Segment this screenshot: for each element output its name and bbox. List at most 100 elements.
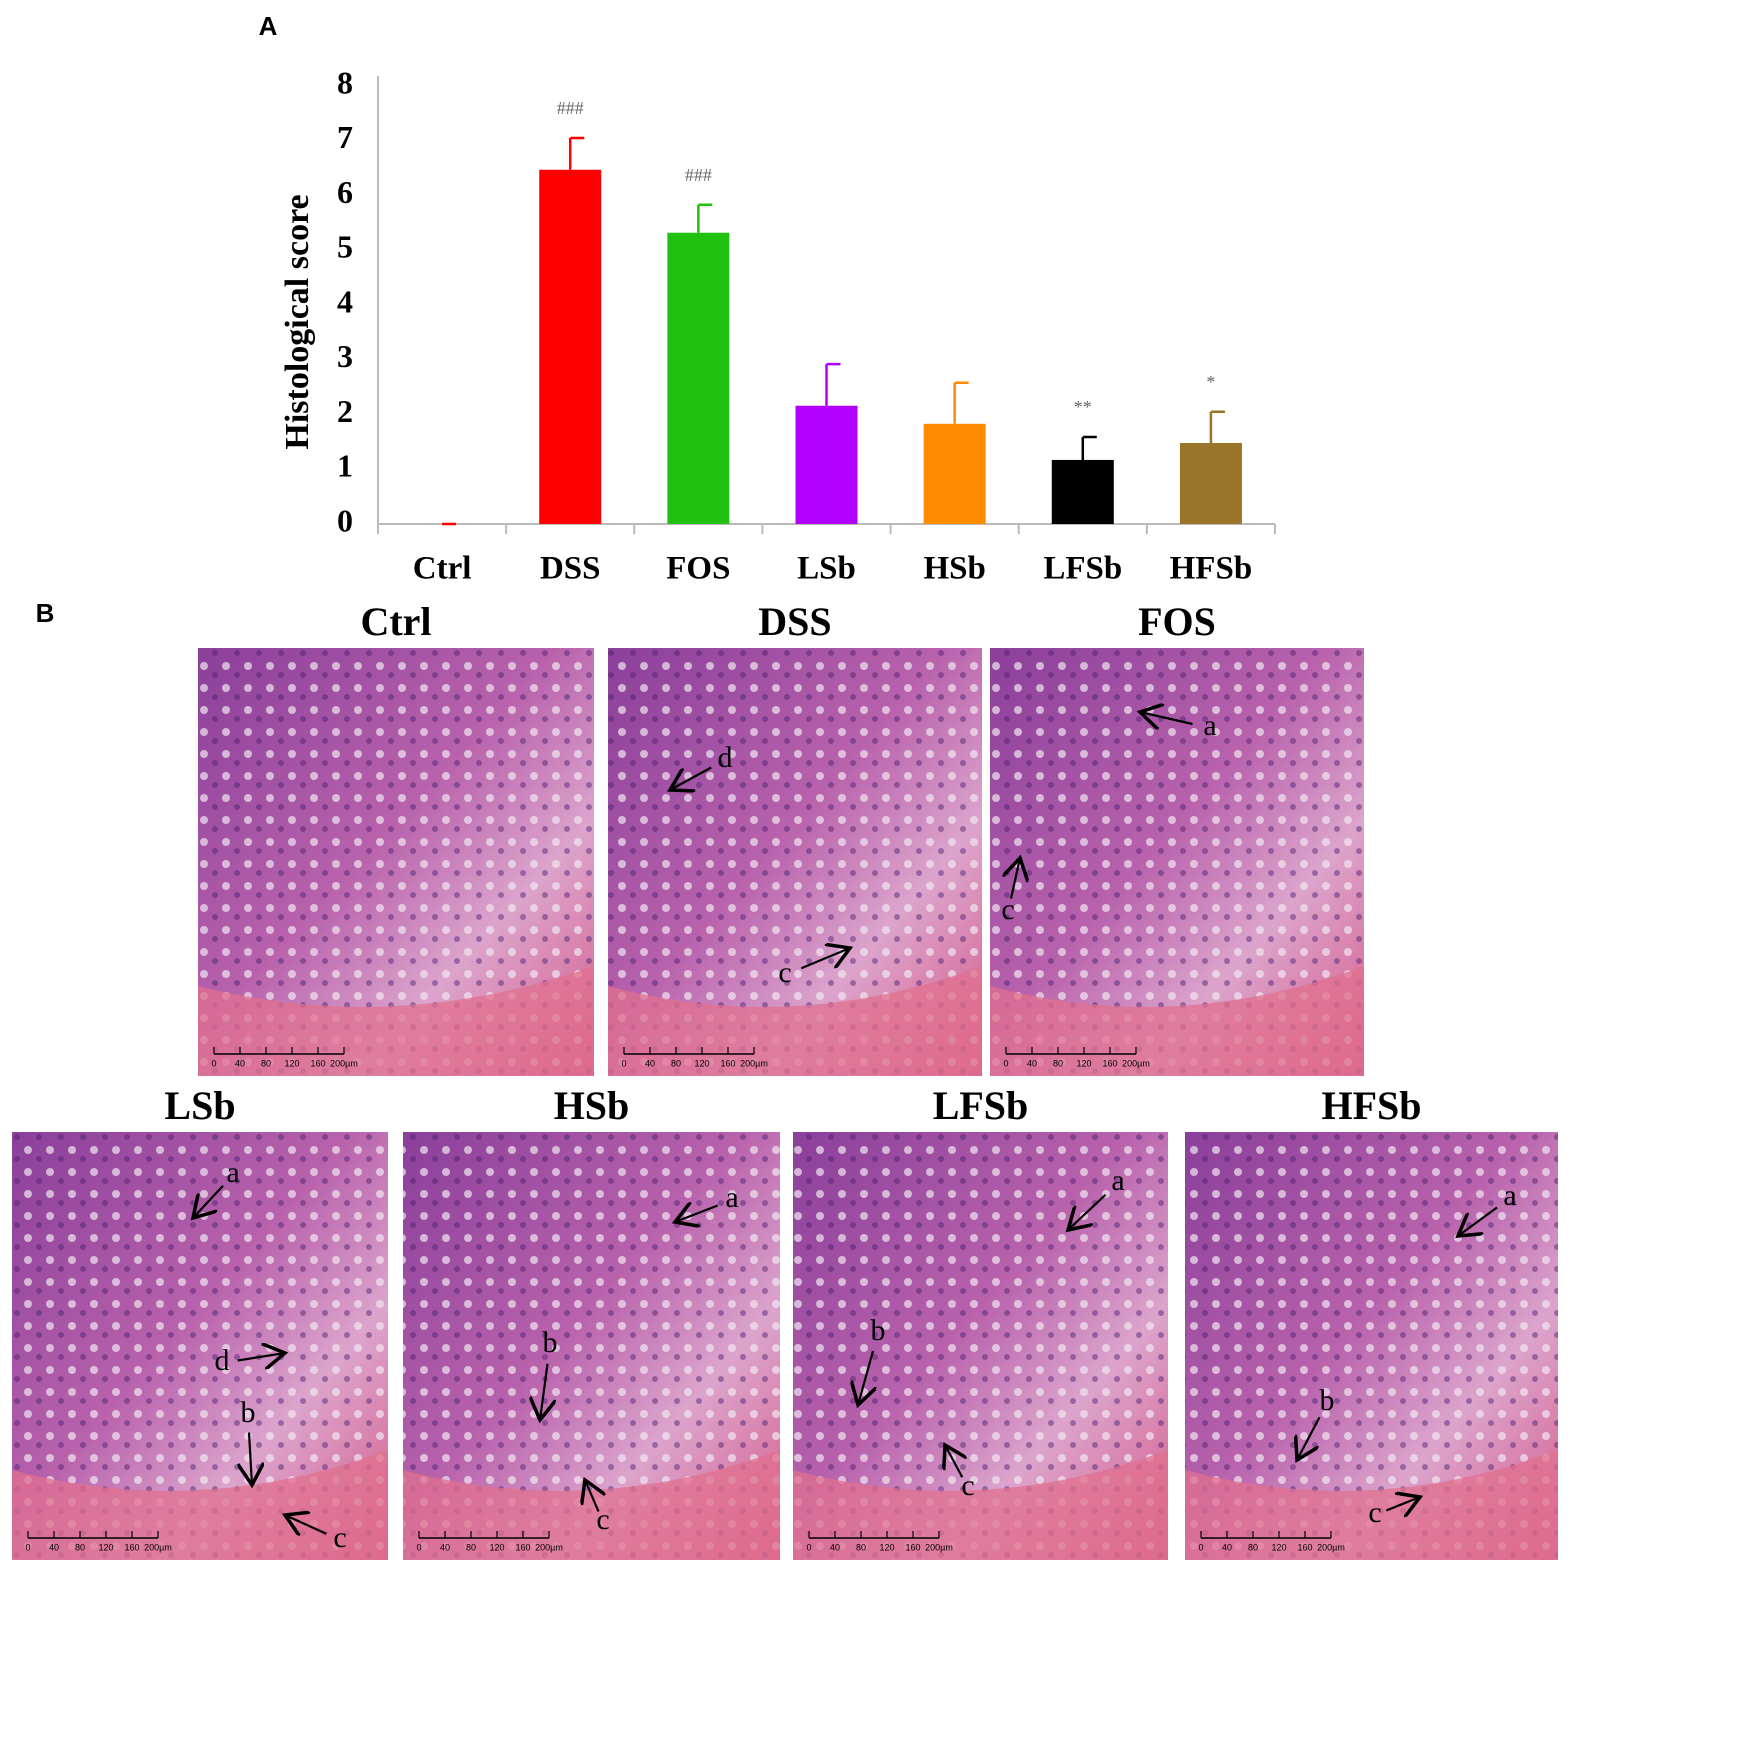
scale-label: 80 <box>856 1542 866 1552</box>
arrow <box>193 1185 224 1218</box>
scale-label: 40 <box>49 1542 59 1552</box>
scale-label: 160 <box>720 1058 735 1068</box>
arrow <box>1140 712 1193 724</box>
arrow <box>1458 1206 1498 1237</box>
image-title: HFSb <box>1321 1083 1421 1128</box>
scale-label: 160 <box>515 1542 530 1552</box>
scale-label: 0 <box>416 1542 421 1552</box>
arrow <box>285 1515 327 1534</box>
arrow <box>800 948 850 970</box>
y-tick-label: 0 <box>337 502 353 538</box>
marker-label: a <box>725 1181 738 1214</box>
marker-label: a <box>1503 1179 1516 1212</box>
x-tick-label: HFSb <box>1170 551 1253 587</box>
scale-label: 0 <box>621 1058 626 1068</box>
marker-label: c <box>961 1469 974 1502</box>
scale-label: 40 <box>1027 1058 1037 1068</box>
marker-label: a <box>1111 1164 1124 1197</box>
bar <box>795 405 858 524</box>
scale-label: 200µm <box>144 1542 172 1552</box>
x-tick-label: DSS <box>540 551 601 587</box>
scale-label: 120 <box>284 1058 299 1068</box>
error-bar <box>697 203 713 233</box>
marker-label: c <box>333 1521 346 1554</box>
scale-label: 40 <box>440 1542 450 1552</box>
error-bar <box>1081 435 1097 460</box>
x-tick-label: FOS <box>666 551 730 587</box>
arrow <box>540 1363 548 1420</box>
y-tick-label: 6 <box>337 174 353 210</box>
arrow <box>1385 1497 1420 1511</box>
marker-label: b <box>1320 1384 1335 1417</box>
panel-label: A <box>259 11 278 41</box>
panel-label: B <box>36 598 55 628</box>
x-tick-label: LSb <box>797 551 856 587</box>
arrow <box>670 766 712 791</box>
image-title: LFSb <box>933 1083 1029 1128</box>
bar <box>667 232 730 525</box>
scale-label: 200µm <box>330 1058 358 1068</box>
marker-label: b <box>871 1314 886 1347</box>
scale-label: 200µm <box>535 1542 563 1552</box>
bar <box>1179 442 1242 524</box>
significance-label: ### <box>685 165 712 185</box>
arrow <box>249 1432 252 1486</box>
bar <box>923 423 986 524</box>
scale-label: 160 <box>124 1542 139 1552</box>
marker-label: b <box>241 1396 256 1429</box>
scale-label: 40 <box>830 1542 840 1552</box>
scale-label: 80 <box>671 1058 681 1068</box>
error-bar <box>953 381 969 424</box>
error-bar <box>825 362 841 406</box>
arrow <box>237 1353 285 1361</box>
significance-label: ### <box>557 98 584 118</box>
significance-label: ** <box>1074 397 1092 417</box>
y-tick-label: 7 <box>337 119 353 155</box>
scale-label: 160 <box>1102 1058 1117 1068</box>
marker-label: c <box>778 956 791 989</box>
error-bar <box>1209 410 1225 443</box>
marker-label: b <box>543 1326 558 1359</box>
scale-label: 200µm <box>1122 1058 1150 1068</box>
arrow <box>675 1206 719 1223</box>
bar <box>1051 459 1114 524</box>
y-axis-label: Histological score <box>279 194 316 449</box>
scale-label: 120 <box>98 1542 113 1552</box>
image-title: Ctrl <box>360 599 431 644</box>
marker-label: c <box>1368 1496 1381 1529</box>
y-tick-label: 4 <box>337 283 353 319</box>
scale-label: 160 <box>310 1058 325 1068</box>
scale-label: 40 <box>645 1058 655 1068</box>
scale-label: 120 <box>694 1058 709 1068</box>
marker-label: c <box>1001 893 1014 926</box>
y-tick-label: 5 <box>337 229 353 265</box>
y-tick-label: 8 <box>337 64 353 100</box>
image-title: DSS <box>758 599 831 644</box>
scale-label: 80 <box>261 1058 271 1068</box>
scale-label: 200µm <box>1317 1542 1345 1552</box>
scale-label: 160 <box>905 1542 920 1552</box>
image-title: FOS <box>1138 599 1216 644</box>
muscle-layer <box>1185 1450 1558 1560</box>
image-title: LSb <box>164 1083 235 1128</box>
scale-label: 200µm <box>925 1542 953 1552</box>
arrow <box>945 1445 962 1478</box>
scale-label: 0 <box>806 1542 811 1552</box>
marker-label: d <box>718 741 733 774</box>
scale-label: 40 <box>1222 1542 1232 1552</box>
muscle-layer <box>198 966 594 1076</box>
significance-label: * <box>1206 372 1215 392</box>
scale-label: 120 <box>489 1542 504 1552</box>
scale-label: 80 <box>1248 1542 1258 1552</box>
scale-label: 0 <box>211 1058 216 1068</box>
y-tick-label: 1 <box>337 448 353 484</box>
bar-chart: 0 1 2 3 4 5 6 7 8 Ctrl DSS ### FOS ### LSb HSb LFSb ** HFS… <box>337 64 1276 587</box>
bar <box>539 169 602 524</box>
marker-label: c <box>596 1503 609 1536</box>
scale-label: 120 <box>1076 1058 1091 1068</box>
scale-label: 0 <box>1003 1058 1008 1068</box>
scale-label: 0 <box>25 1542 30 1552</box>
scale-label: 160 <box>1297 1542 1312 1552</box>
